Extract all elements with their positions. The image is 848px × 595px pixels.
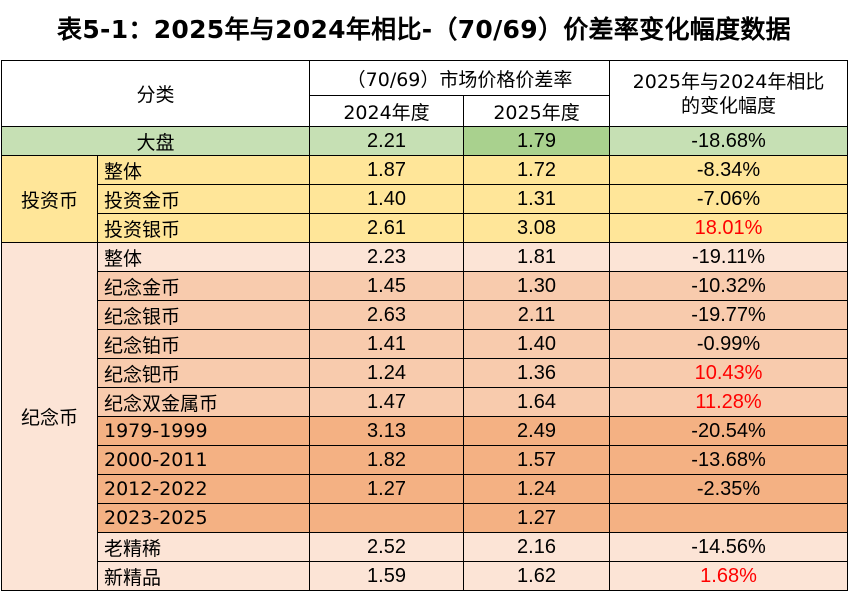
row-label: 新精品 <box>96 561 311 591</box>
value-2024: 1.41 <box>309 329 465 359</box>
spread-rate-table: 分类 （70/69）市场价格价差率 2025年与2024年相比 的变化幅度 20… <box>0 60 848 591</box>
row-label: 2012-2022 <box>96 474 311 504</box>
value-2025: 1.27 <box>463 503 611 533</box>
category-header: 分类 <box>0 60 311 127</box>
table-row: 2023-2025 1.27 <box>2 503 848 533</box>
table-row: 大盘 2.21 1.79 -18.68% <box>0 126 848 156</box>
value-2024: 1.45 <box>309 271 465 301</box>
row-label: 纪念金币 <box>96 271 311 301</box>
table-row: 老精稀 2.52 2.16 -14.56% <box>2 532 848 562</box>
table-row: 纪念币 整体 2.23 1.81 -19.11% <box>1 242 848 591</box>
row-label: 纪念钯币 <box>96 358 311 388</box>
value-2024: 1.27 <box>309 474 465 504</box>
group-label-commemorative: 纪念币 <box>1 242 98 591</box>
spread-group-header: （70/69）市场价格价差率 <box>309 60 611 96</box>
table-row: 纪念双金属币 1.47 1.64 11.28% <box>2 387 848 417</box>
table-row: 新精品 1.59 1.62 1.68% <box>2 561 848 591</box>
change-header: 2025年与2024年相比 的变化幅度 <box>609 60 848 127</box>
table-row: 纪念银币 2.63 2.11 -19.77% <box>2 300 848 330</box>
value-2025: 3.08 <box>463 213 611 243</box>
row-label: 投资金币 <box>96 184 311 214</box>
change-header-line1: 2025年与2024年相比 <box>632 70 825 93</box>
value-2024: 1.40 <box>309 184 465 214</box>
row-label: 整体 <box>96 242 311 272</box>
table-row: 投资币 整体 1.87 1.72 -8.34% <box>1 155 848 243</box>
change-value: -2.35% <box>609 474 848 504</box>
table-row: 纪念铂币 1.41 1.40 -0.99% <box>2 329 848 359</box>
value-2025: 1.57 <box>463 445 611 475</box>
change-value: -10.32% <box>609 271 848 301</box>
value-2025: 1.24 <box>463 474 611 504</box>
change-value <box>609 503 848 533</box>
row-label: 纪念银币 <box>96 300 311 330</box>
value-2024: 2.63 <box>309 300 465 330</box>
table-title: 表5-1：2025年与2024年相比-（70/69）价差率变化幅度数据 <box>57 15 791 44</box>
change-value: -19.77% <box>609 300 848 330</box>
change-value: -0.99% <box>609 329 848 359</box>
change-value: -13.68% <box>609 445 848 475</box>
value-2025: 1.79 <box>463 126 611 156</box>
change-value: -18.68% <box>609 126 848 156</box>
table-row: 2012-2022 1.27 1.24 -2.35% <box>2 474 848 504</box>
row-label: 纪念铂币 <box>96 329 311 359</box>
value-2025: 2.11 <box>463 300 611 330</box>
change-header-line2: 的变化幅度 <box>681 94 777 117</box>
change-value: 10.43% <box>609 358 848 388</box>
value-2025: 1.31 <box>463 184 611 214</box>
value-2025: 1.62 <box>463 561 611 591</box>
header-row-1: 分类 （70/69）市场价格价差率 2025年与2024年相比 的变化幅度 <box>0 60 848 127</box>
change-value: -14.56% <box>609 532 848 562</box>
table-row: 1979-1999 3.13 2.49 -20.54% <box>2 416 848 446</box>
value-2024: 2.21 <box>309 126 465 156</box>
row-label: 投资银币 <box>96 213 311 243</box>
change-value: -8.34% <box>609 155 848 185</box>
value-2024: 2.23 <box>309 242 465 272</box>
group-label-investment: 投资币 <box>1 155 98 243</box>
table-row: 纪念钯币 1.24 1.36 10.43% <box>2 358 848 388</box>
table-row: 投资银币 2.61 3.08 18.01% <box>2 213 848 243</box>
row-label: 纪念双金属币 <box>96 387 311 417</box>
row-label: 2000-2011 <box>96 445 311 475</box>
change-value: -7.06% <box>609 184 848 214</box>
value-2024: 3.13 <box>309 416 465 446</box>
row-label: 2023-2025 <box>96 503 311 533</box>
table-row: 投资金币 1.40 1.31 -7.06% <box>2 184 848 214</box>
value-2024: 1.87 <box>309 155 465 185</box>
header-row-2: 2024年度 2025年度 <box>2 95 848 127</box>
value-2025: 1.81 <box>463 242 611 272</box>
change-value: 1.68% <box>609 561 848 591</box>
row-label: 老精稀 <box>96 532 311 562</box>
value-2025: 2.16 <box>463 532 611 562</box>
year-2024-header: 2024年度 <box>309 95 465 127</box>
value-2024: 1.24 <box>309 358 465 388</box>
change-value: 11.28% <box>609 387 848 417</box>
change-value: 18.01% <box>609 213 848 243</box>
value-2025: 1.64 <box>463 387 611 417</box>
row-label: 整体 <box>96 155 311 185</box>
row-label: 1979-1999 <box>96 416 311 446</box>
row-label: 大盘 <box>0 126 311 156</box>
value-2024 <box>309 503 465 533</box>
value-2024: 1.59 <box>309 561 465 591</box>
change-value: -19.11% <box>609 242 848 272</box>
value-2025: 1.30 <box>463 271 611 301</box>
value-2025: 1.36 <box>463 358 611 388</box>
table-row: 纪念金币 1.45 1.30 -10.32% <box>2 271 848 301</box>
value-2024: 2.61 <box>309 213 465 243</box>
value-2024: 1.47 <box>309 387 465 417</box>
value-2025: 1.72 <box>463 155 611 185</box>
value-2025: 1.40 <box>463 329 611 359</box>
value-2024: 1.82 <box>309 445 465 475</box>
year-2025-header: 2025年度 <box>463 95 611 127</box>
value-2024: 2.52 <box>309 532 465 562</box>
value-2025: 2.49 <box>463 416 611 446</box>
change-value: -20.54% <box>609 416 848 446</box>
table-row: 2000-2011 1.82 1.57 -13.68% <box>2 445 848 475</box>
